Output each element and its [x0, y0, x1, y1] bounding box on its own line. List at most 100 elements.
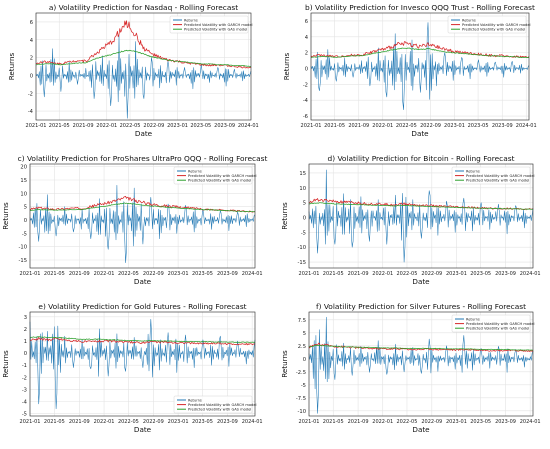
y-tick-label: 4 [305, 35, 309, 41]
y-tick-label: -10 [19, 245, 27, 251]
x-tick-label: 2023-05 [470, 271, 491, 277]
y-tick-label: 6 [305, 19, 308, 25]
x-tick-label: 2022-05 [397, 419, 418, 425]
y-tick-label: 6 [30, 20, 33, 26]
x-tick-label: 2022-01 [372, 123, 393, 129]
legend-box [173, 395, 253, 414]
y-tick-label: 4 [30, 38, 34, 44]
x-axis-label: Date [135, 129, 153, 138]
x-tick-label: 2023-05 [190, 123, 211, 129]
x-tick-label: 2024-01 [242, 271, 263, 277]
y-tick-label: 10 [20, 191, 27, 197]
y-tick-label: 2 [24, 327, 27, 333]
y-tick-label: -15 [19, 258, 27, 264]
garch-line [36, 20, 252, 69]
legend-entry: Predicted Volatility with GAS model [188, 408, 251, 412]
y-tick-label: -10 [298, 409, 306, 415]
x-tick-label: 2022-05 [396, 123, 417, 129]
x-tick-label: 2022-05 [118, 271, 139, 277]
gas-line [35, 49, 251, 67]
panel-e: -5 -4 -3 -2 -1 0 1 2 3 2021-01 2021-05 2021-09 2022-… [1, 302, 263, 434]
y-tick-label: 7.5 [298, 318, 306, 324]
legend-entry: Returns [188, 398, 202, 402]
y-axis-label: Returns [280, 202, 289, 230]
y-tick-label: 0 [24, 218, 27, 224]
x-tick-label: 2022-01 [94, 271, 115, 277]
x-tick-label: 2021-01 [299, 419, 320, 425]
gas-line [311, 47, 530, 58]
gas-line [308, 202, 533, 210]
x-tick-label: 2023-05 [470, 419, 491, 425]
y-tick-label: -2 [303, 82, 308, 88]
legend-entry: Predicted Volatility with GARCH model [466, 174, 535, 178]
x-tick-label: 2022-09 [421, 271, 442, 277]
x-tick-label: 2023-01 [168, 271, 189, 277]
legend-entry: Predicted Volatility with GARCH model [462, 23, 531, 27]
legend-entry: Returns [462, 18, 476, 22]
y-tick-label: -4 [303, 98, 309, 104]
gas-line [308, 344, 533, 351]
gas-line [30, 336, 256, 343]
panel-title: f) Volatility Prediction for Silver Futu… [316, 302, 526, 311]
x-tick-label: 2021-09 [69, 271, 90, 277]
x-tick-label: 2023-09 [217, 419, 238, 425]
legend-entry: Predicted Volatility with GARCH model [188, 174, 257, 178]
x-tick-label: 2021-05 [44, 271, 65, 277]
x-tick-label: 2023-09 [495, 419, 516, 425]
panel-title: a) Volatility Prediction for Nasdaq - Ro… [49, 3, 238, 12]
y-tick-label: 10 [299, 186, 306, 192]
x-tick-label: 2023-01 [167, 123, 188, 129]
legend-entry: Returns [188, 169, 202, 173]
plot-frame [310, 12, 530, 121]
x-axis-label: Date [412, 425, 430, 434]
y-tick-label: -4 [28, 109, 34, 115]
y-tick-label: -5 [22, 412, 27, 418]
y-tick-label: 2 [305, 51, 308, 57]
x-tick-label: 2021-09 [73, 123, 94, 129]
y-tick-label: 5 [24, 205, 27, 211]
y-tick-label: 15 [20, 178, 27, 184]
x-tick-label: 2022-05 [120, 123, 141, 129]
x-tick-label: 2022-05 [397, 271, 418, 277]
x-tick-label: 2024-01 [520, 271, 541, 277]
x-tick-label: 2021-01 [301, 123, 322, 129]
returns-line [29, 185, 256, 263]
x-tick-label: 2024-01 [516, 123, 537, 129]
y-tick-label: 15 [299, 171, 306, 177]
y-axis-label: Returns [1, 350, 10, 378]
y-tick-label: 1 [24, 339, 27, 345]
x-tick-label: 2022-01 [94, 419, 115, 425]
y-axis-label: Returns [280, 350, 289, 378]
x-axis-label: Date [134, 277, 152, 286]
x-tick-label: 2021-09 [348, 271, 369, 277]
x-tick-label: 2023-01 [446, 271, 467, 277]
legend-entry: Predicted Volatility with GARCH model [188, 403, 257, 407]
y-tick-label: -5 [301, 383, 306, 389]
x-tick-label: 2021-05 [323, 271, 344, 277]
returns-line [310, 22, 530, 110]
y-tick-label: 3 [24, 315, 27, 321]
plot-frame [35, 12, 252, 121]
garch-line [29, 337, 256, 346]
panel-c: -15 -10 -5 0 5 10 15 20 2021-01 2021-05 2021-09 202… [1, 154, 267, 286]
y-tick-label: 0 [303, 215, 306, 221]
plot-frame [29, 163, 256, 269]
legend-box [169, 15, 249, 34]
x-tick-label: 2023-09 [217, 271, 238, 277]
legend-entry: Returns [466, 169, 480, 173]
legend-entry: Predicted Volatility with GAS model [462, 28, 525, 32]
y-tick-label: -6 [303, 114, 308, 120]
y-tick-label: 2.5 [298, 344, 306, 350]
x-tick-label: 2023-09 [495, 271, 516, 277]
y-tick-label: -5 [301, 230, 306, 236]
legend-entry: Predicted Volatility with GARCH model [184, 23, 253, 27]
returns-line [35, 35, 252, 119]
y-tick-label: 5 [303, 331, 306, 337]
